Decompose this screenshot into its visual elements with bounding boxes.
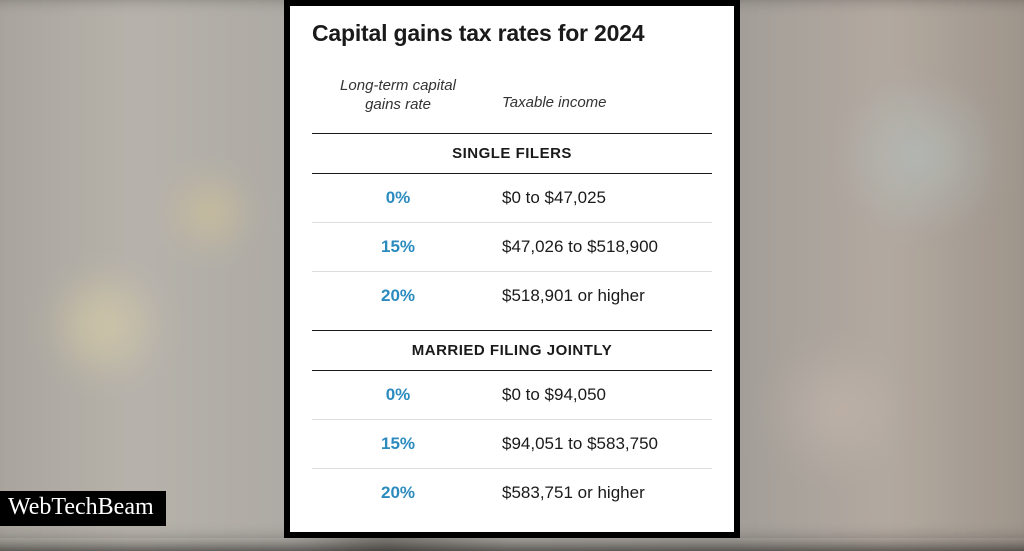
- rate-header-line1: Long-term capital: [340, 77, 456, 94]
- rate-cell: 20%: [312, 483, 484, 503]
- section-header: MARRIED FILING JOINTLY: [312, 330, 712, 371]
- section-rows: 0%$0 to $47,02515%$47,026 to $518,90020%…: [312, 174, 712, 320]
- rate-cell: 0%: [312, 188, 484, 208]
- rate-cell: 15%: [312, 434, 484, 454]
- tax-rate-card: Capital gains tax rates for 2024 Long-te…: [284, 0, 740, 538]
- income-cell: $0 to $47,025: [484, 188, 712, 208]
- rate-cell: 0%: [312, 385, 484, 405]
- section-header: SINGLE FILERS: [312, 133, 712, 174]
- table-row: 0%$0 to $94,050: [312, 371, 712, 420]
- section-rows: 0%$0 to $94,05015%$94,051 to $583,75020%…: [312, 371, 712, 517]
- rate-cell: 20%: [312, 286, 484, 306]
- income-cell: $0 to $94,050: [484, 385, 712, 405]
- table-row: 15%$47,026 to $518,900: [312, 223, 712, 272]
- sections-container: SINGLE FILERS0%$0 to $47,02515%$47,026 t…: [312, 133, 712, 517]
- column-headers: Long-term capital gains rate Taxable inc…: [312, 77, 712, 123]
- rate-header-line2: gains rate: [365, 96, 431, 113]
- table-row: 20%$518,901 or higher: [312, 272, 712, 320]
- table-row: 0%$0 to $47,025: [312, 174, 712, 223]
- income-cell: $583,751 or higher: [484, 483, 712, 503]
- table-row: 15%$94,051 to $583,750: [312, 420, 712, 469]
- rate-cell: 15%: [312, 237, 484, 257]
- rate-column-header: Long-term capital gains rate: [312, 77, 484, 115]
- income-cell: $47,026 to $518,900: [484, 237, 712, 257]
- income-cell: $518,901 or higher: [484, 286, 712, 306]
- table-row: 20%$583,751 or higher: [312, 469, 712, 517]
- income-cell: $94,051 to $583,750: [484, 434, 712, 454]
- card-title: Capital gains tax rates for 2024: [312, 20, 712, 47]
- watermark: WebTechBeam: [0, 491, 166, 526]
- income-column-header: Taxable income: [484, 77, 712, 115]
